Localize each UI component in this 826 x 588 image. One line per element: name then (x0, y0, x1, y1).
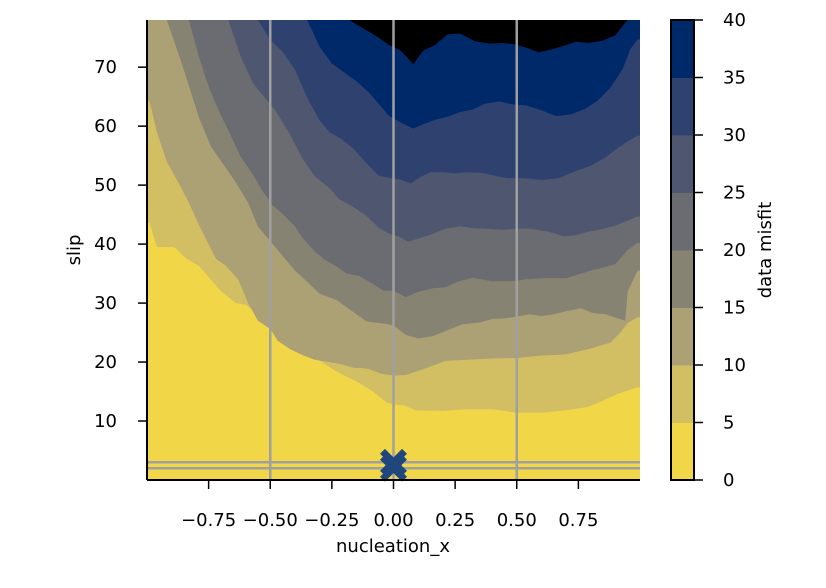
y-tick-label: 70 (94, 57, 117, 78)
marker-x (380, 448, 407, 476)
y-tick-label: 40 (94, 234, 117, 255)
colorbar-swatch-25-30 (671, 135, 694, 193)
x-tick-label: −0.25 (304, 510, 359, 531)
y-tick-label: 10 (94, 411, 117, 432)
colorbar-tick-label: 0 (723, 470, 734, 491)
x-tick-label: 0.25 (435, 510, 475, 531)
y-axis-label: slip (64, 235, 85, 266)
x-tick-label: 0.50 (497, 510, 537, 531)
x-tick-label: −0.50 (243, 510, 298, 531)
best-fit-markers (380, 448, 407, 482)
colorbar-swatch-10-15 (671, 307, 694, 366)
x-tick-label: 0.00 (373, 510, 413, 531)
colorbar-tick-label: 40 (723, 10, 746, 31)
colorbar-swatch-5-10 (671, 365, 694, 423)
axes: −0.75 −0.50 −0.25 0.00 0.25 0.50 0.75 10 20 30 40 5… (94, 20, 640, 531)
marker-x (380, 454, 407, 482)
marker-x-stroke (380, 448, 407, 476)
colorbar-swatch-0-5 (671, 422, 694, 481)
x-tick-label: −0.75 (181, 510, 236, 531)
colorbar-tick-label: 10 (723, 355, 746, 376)
colorbar-tick-label: 20 (723, 240, 746, 261)
colorbar: 0 5 10 15 20 25 30 35 40 (670, 10, 746, 491)
y-tick-label: 20 (94, 352, 117, 373)
y-tick-label: 30 (94, 293, 117, 314)
colorbar-tick-label: 5 (723, 413, 734, 434)
colorbar-tick-label: 25 (723, 183, 746, 204)
colorbar-tick-label: 30 (723, 125, 746, 146)
y-tick-label: 60 (94, 116, 117, 137)
colorbar-swatch-15-20 (671, 250, 694, 308)
x-tick-label: 0.75 (558, 510, 598, 531)
colorbar-swatch-35-40 (671, 20, 694, 78)
colorbar-tick-label: 15 (723, 298, 746, 319)
x-axis-label: nucleation_x (336, 536, 450, 557)
colorbar-swatch-20-25 (671, 192, 694, 251)
y-tick-label: 50 (94, 175, 117, 196)
colorbar-swatch-30-35 (671, 77, 694, 136)
colorbar-tick-label: 35 (723, 68, 746, 89)
colorbar-label: data misfit (755, 202, 776, 299)
marker-x-stroke (380, 454, 407, 482)
